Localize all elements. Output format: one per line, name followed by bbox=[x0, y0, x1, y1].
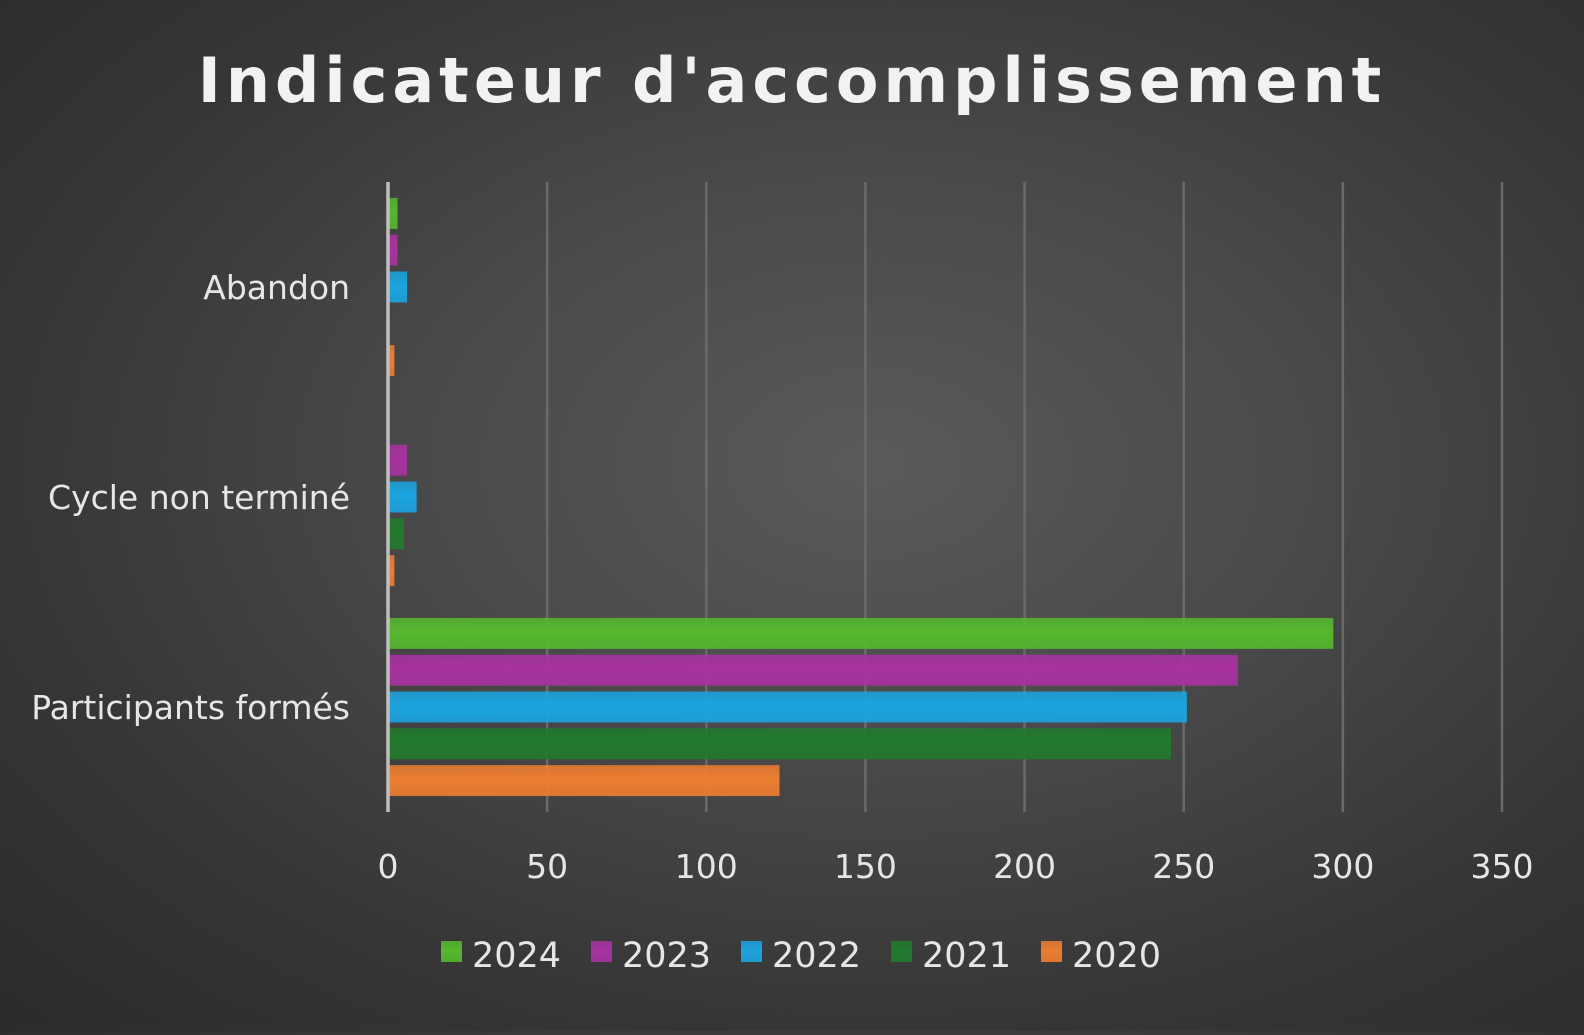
legend-swatch-2020 bbox=[1041, 941, 1062, 962]
legend-swatch-2021 bbox=[891, 941, 912, 962]
legend-label-2022: 2022 bbox=[772, 936, 861, 976]
x-tick-label: 0 bbox=[378, 847, 399, 886]
y-category-label: Cycle non terminé bbox=[48, 478, 350, 517]
bar-cycle-non-termine-2021 bbox=[388, 518, 404, 550]
bar-abandon-2020 bbox=[388, 345, 395, 377]
bar-participants-formes-2020 bbox=[388, 765, 780, 797]
bar-cycle-non-termine-2020 bbox=[388, 555, 395, 587]
bars bbox=[388, 197, 1334, 797]
y-category-label: Abandon bbox=[203, 268, 350, 307]
axes: 0 50 100 150 200 250 300 350 Participants formés… bbox=[31, 182, 1534, 886]
bar-cycle-non-termine-2023 bbox=[388, 444, 408, 476]
bar-participants-formes-2021 bbox=[388, 728, 1171, 760]
x-tick-label: 200 bbox=[993, 847, 1056, 886]
legend-swatch-2022 bbox=[741, 941, 762, 962]
x-tick-label: 300 bbox=[1311, 847, 1374, 886]
bar-participants-formes-2023 bbox=[388, 654, 1238, 686]
bar-participants-formes-2022 bbox=[388, 691, 1187, 723]
legend-label-2021: 2021 bbox=[922, 936, 1011, 976]
bar-abandon-2022 bbox=[388, 271, 408, 303]
x-tick-label: 350 bbox=[1471, 847, 1534, 886]
legend-label-2023: 2023 bbox=[622, 936, 711, 976]
bar-participants-formes-2024 bbox=[388, 617, 1334, 649]
gridlines bbox=[545, 182, 1504, 812]
x-tick-label: 50 bbox=[526, 847, 568, 886]
legend-label-2024: 2024 bbox=[472, 936, 561, 976]
x-tick-label: 150 bbox=[834, 847, 897, 886]
legend-label-2020: 2020 bbox=[1072, 936, 1161, 976]
legend-swatch-2023 bbox=[591, 941, 612, 962]
bar-abandon-2024 bbox=[388, 197, 398, 229]
bar-abandon-2023 bbox=[388, 234, 398, 266]
bar-cycle-non-termine-2022 bbox=[388, 481, 417, 513]
y-category-label: Participants formés bbox=[31, 688, 350, 727]
legend-swatch-2024 bbox=[441, 941, 462, 962]
x-tick-label: 100 bbox=[675, 847, 738, 886]
chart-title: Indicateur d'accomplissement bbox=[198, 44, 1387, 117]
x-tick-label: 250 bbox=[1152, 847, 1215, 886]
legend: 2024 2023 2022 2021 2020 bbox=[441, 936, 1161, 976]
